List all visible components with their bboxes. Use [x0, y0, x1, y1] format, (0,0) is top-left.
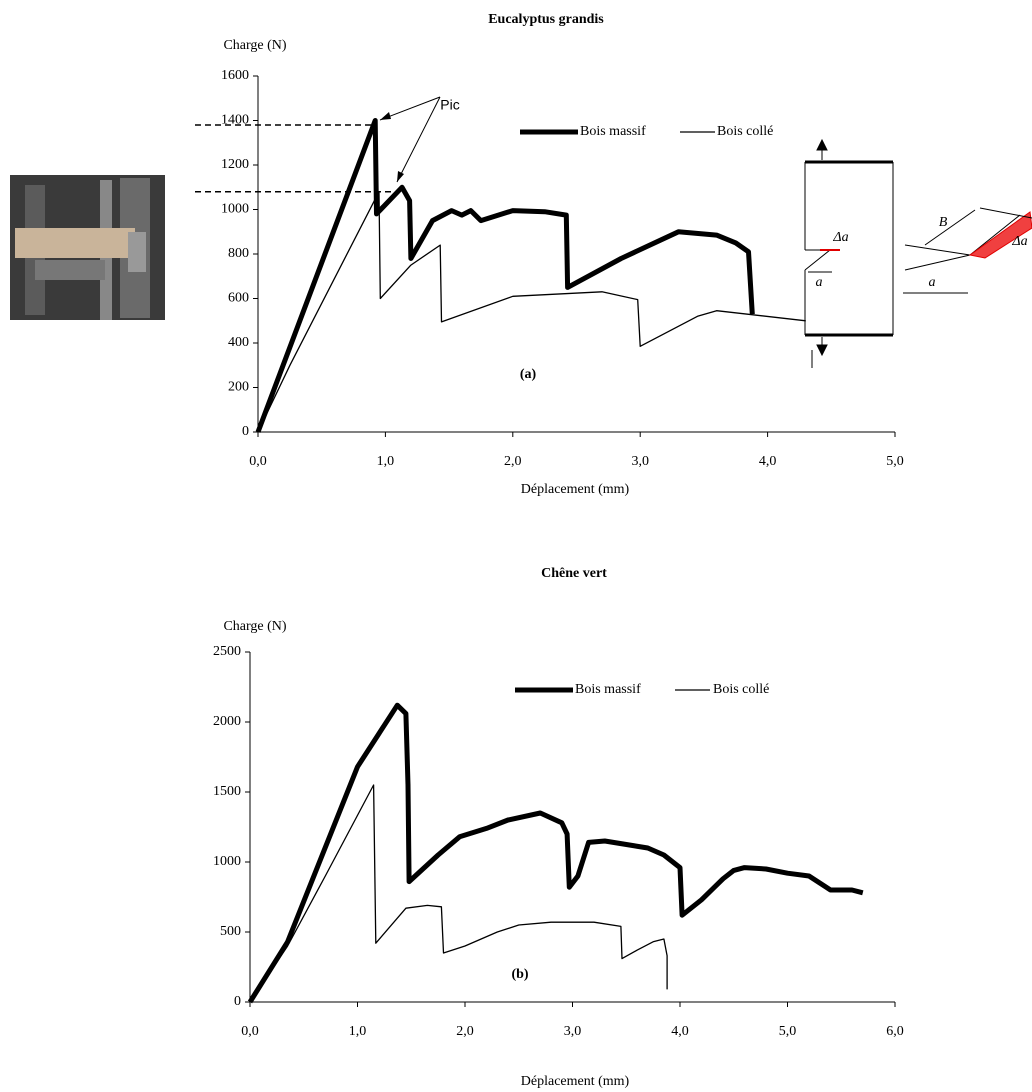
- x-tick-label: 3,0: [631, 454, 649, 469]
- inset-label: Δa: [832, 230, 848, 245]
- x-tick-label: 5,0: [886, 454, 904, 469]
- y-tick-label: 2000: [213, 714, 241, 729]
- legend-label: Bois collé: [713, 682, 769, 697]
- x-axis-label: Déplacement (mm): [521, 1074, 630, 1089]
- y-tick-label: 400: [228, 335, 249, 350]
- series-line: [255, 118, 755, 433]
- pic-arrows: [379, 96, 441, 183]
- y-tick-label: 200: [228, 380, 249, 395]
- x-tick-label: 3,0: [564, 1024, 582, 1039]
- inset-label: B: [939, 215, 948, 230]
- inset-label: a: [816, 275, 823, 290]
- annotation: (a): [520, 367, 537, 382]
- x-tick-label: 4,0: [671, 1024, 689, 1039]
- y-tick-label: 2500: [213, 644, 241, 659]
- pic-arrowheads: [380, 112, 404, 182]
- photo: [10, 175, 165, 320]
- x-tick-label: 5,0: [779, 1024, 797, 1039]
- chart-title: Chêne vert: [541, 566, 607, 581]
- legend-label: Bois collé: [717, 124, 773, 139]
- series-line: [257, 191, 806, 433]
- inset-label: a: [929, 275, 936, 290]
- y-tick-label: 600: [228, 291, 249, 306]
- y-tick-label: 500: [220, 924, 241, 939]
- y-tick-label: 1000: [213, 854, 241, 869]
- y-tick-label: 1600: [221, 68, 249, 83]
- y-axis-label: Charge (N): [223, 619, 286, 634]
- legend-label: Bois massif: [580, 124, 646, 139]
- specimen-diagram: [804, 138, 1032, 368]
- y-tick-label: 0: [242, 424, 249, 439]
- x-tick-label: 4,0: [759, 454, 777, 469]
- legend-label: Bois massif: [575, 682, 641, 697]
- x-tick-label: 1,0: [349, 1024, 367, 1039]
- inset-label: Δa: [1011, 234, 1027, 249]
- x-tick-label: 2,0: [456, 1024, 474, 1039]
- x-tick-label: 6,0: [886, 1024, 904, 1039]
- y-axis-label: Charge (N): [223, 38, 286, 53]
- x-tick-label: 0,0: [249, 454, 267, 469]
- chart-title: Eucalyptus grandis: [488, 12, 604, 27]
- annotation: Pic: [440, 97, 459, 113]
- series-line: [249, 784, 668, 1003]
- y-tick-label: 0: [234, 994, 241, 1009]
- y-tick-label: 1500: [213, 784, 241, 799]
- y-tick-label: 1400: [221, 113, 249, 128]
- y-tick-label: 1000: [221, 202, 249, 217]
- series-line: [247, 702, 864, 1004]
- y-tick-label: 800: [228, 246, 249, 261]
- x-tick-label: 0,0: [241, 1024, 259, 1039]
- x-axis-label: Déplacement (mm): [521, 482, 630, 497]
- annotation: (b): [511, 967, 528, 982]
- x-tick-label: 2,0: [504, 454, 522, 469]
- y-tick-label: 1200: [221, 157, 249, 172]
- x-tick-label: 1,0: [377, 454, 395, 469]
